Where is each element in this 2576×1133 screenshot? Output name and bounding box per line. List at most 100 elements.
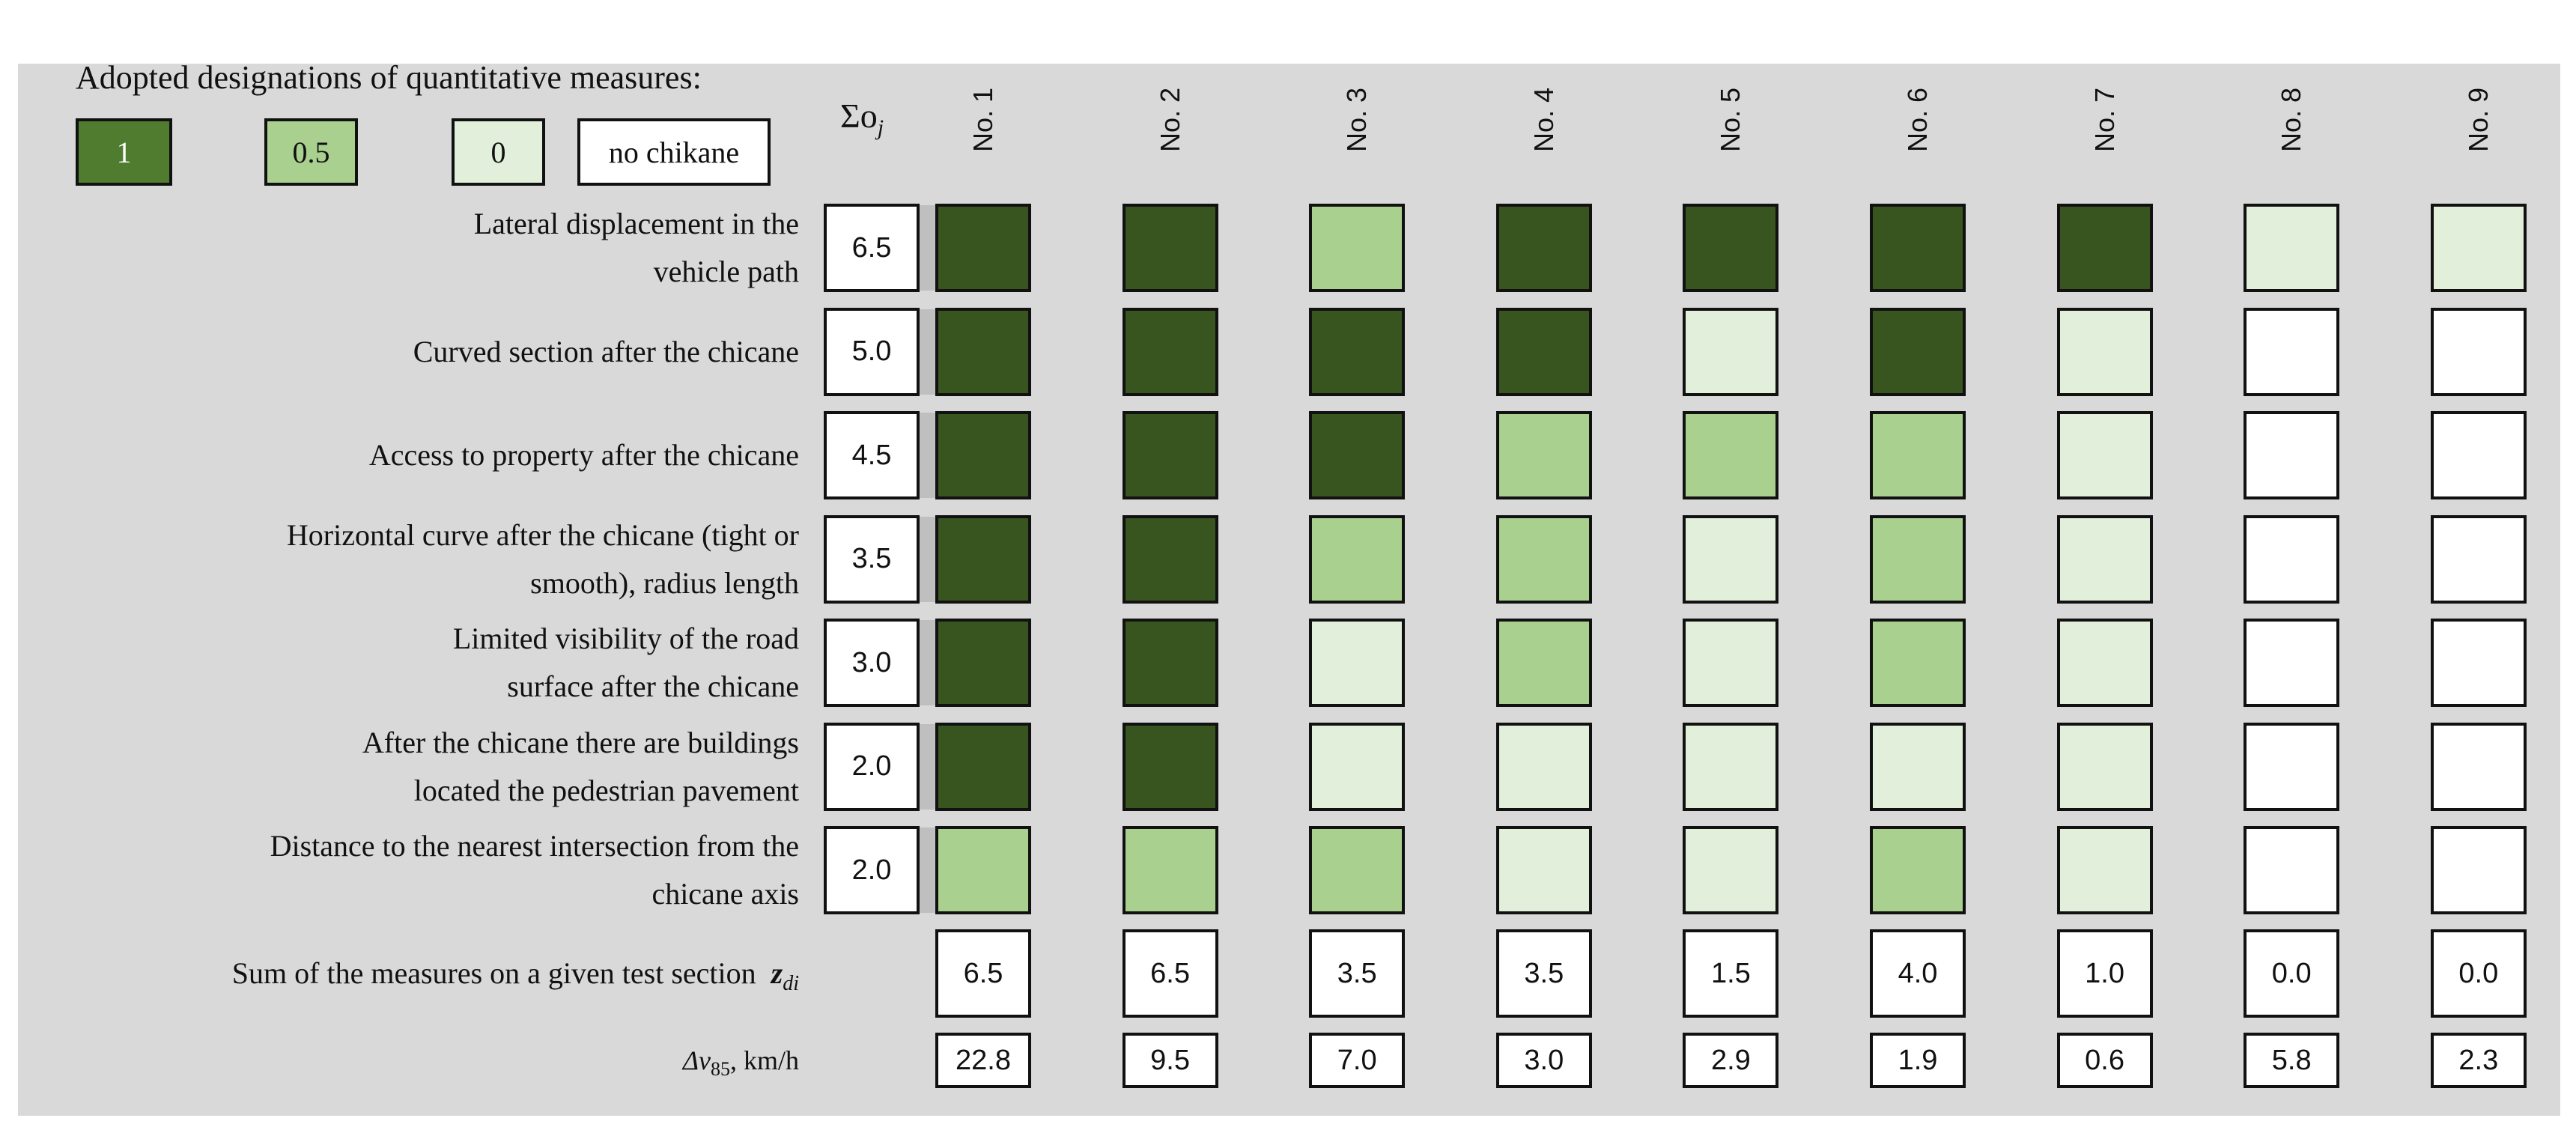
- column-header-text: No. 3: [1341, 87, 1373, 153]
- column-header: No. 6: [1870, 79, 1966, 161]
- sum-row-label-text: Sum of the measures on a given test sect…: [231, 956, 756, 990]
- measure-cell: [935, 619, 1031, 707]
- measure-cell: [2244, 204, 2340, 292]
- measure-cell: [2430, 722, 2527, 811]
- measure-cell: [935, 826, 1031, 914]
- legend-swatch: 0: [452, 118, 545, 186]
- measure-cell: [1309, 204, 1406, 292]
- column-header: No. 4: [1496, 79, 1592, 161]
- row-sum-box: 4.5: [824, 411, 920, 499]
- column-header-text: No. 4: [1528, 87, 1559, 153]
- measure-cell: [1122, 411, 1218, 499]
- row-label-line: Horizontal curve after the chicane (tigh…: [286, 517, 799, 552]
- measure-cell: [1122, 722, 1218, 811]
- measure-cell: [1870, 722, 1966, 811]
- column-header: No. 5: [1683, 79, 1778, 161]
- sum-subscript: di: [783, 972, 799, 995]
- measure-cell: [2430, 619, 2527, 707]
- measure-cell: [1309, 722, 1406, 811]
- dv85-value: 2.3: [2430, 1033, 2527, 1088]
- measure-cell: [2056, 514, 2153, 604]
- shadow-strip: [920, 516, 935, 602]
- legend-swatch: 1: [76, 118, 172, 186]
- row-label: After the chicane there are buildings loc…: [362, 719, 799, 815]
- row-label-line: Distance to the nearest intersection fro…: [270, 829, 799, 863]
- column-header-text: No. 2: [1154, 87, 1185, 153]
- column-header-text: No. 9: [2462, 87, 2494, 153]
- row-label-line: vehicle path: [653, 255, 799, 288]
- sigma-subscript: j: [877, 115, 884, 141]
- section-sum-value: 1.0: [2056, 929, 2153, 1018]
- measure-cell: [1683, 722, 1779, 811]
- measure-cell: [935, 722, 1031, 811]
- column-header: No. 2: [1123, 79, 1218, 161]
- measure-cell: [2244, 722, 2340, 811]
- dv85-value: 2.9: [1683, 1033, 1779, 1088]
- measure-cell: [1683, 514, 1779, 604]
- dv85-value: 9.5: [1122, 1033, 1218, 1088]
- measure-cell: [1683, 307, 1779, 396]
- measure-cell: [2244, 411, 2340, 499]
- measure-cell: [1870, 514, 1966, 604]
- shadow-strip: [920, 413, 935, 498]
- measure-cell: [1122, 307, 1218, 396]
- dv-symbol: Δv: [682, 1045, 711, 1075]
- measure-cell: [2244, 826, 2340, 914]
- legend-swatch: no chikane: [577, 118, 771, 186]
- measure-cell: [1683, 411, 1779, 499]
- measure-cell: [1122, 826, 1218, 914]
- measure-cell: [1870, 307, 1966, 396]
- column-header-text: No. 5: [1715, 87, 1746, 153]
- row-label: Lateral displacement in the vehicle path: [474, 200, 799, 296]
- measure-cell: [1122, 204, 1218, 292]
- row-label-line: surface after the chicane: [507, 669, 799, 703]
- dv85-value: 3.0: [1495, 1033, 1592, 1088]
- dv85-value: 5.8: [2244, 1033, 2340, 1088]
- shadow-strip: [920, 309, 935, 395]
- column-header: No. 3: [1309, 79, 1405, 161]
- row-sum-box: 3.5: [824, 514, 920, 604]
- sigma-symbol: Σo: [840, 97, 878, 135]
- row-sum-box: 6.5: [824, 204, 920, 292]
- measure-cell: [935, 411, 1031, 499]
- measure-cell: [2430, 514, 2527, 604]
- column-header-text: No. 7: [2089, 87, 2120, 153]
- measure-cell: [1495, 619, 1592, 707]
- column-header-text: No. 6: [1901, 87, 1933, 153]
- shadow-strip: [920, 827, 935, 913]
- measure-cell: [1309, 411, 1406, 499]
- section-sum-value: 6.5: [1122, 929, 1218, 1018]
- measure-cell: [2056, 826, 2153, 914]
- measure-cell: [2430, 411, 2527, 499]
- measure-cell: [2056, 722, 2153, 811]
- dv-unit: , km/h: [729, 1045, 799, 1075]
- section-sum-value: 0.0: [2430, 929, 2527, 1018]
- measure-cell: [2244, 514, 2340, 604]
- row-label-line: After the chicane there are buildings: [362, 725, 799, 759]
- measure-cell: [1495, 826, 1592, 914]
- shadow-strip: [920, 620, 935, 705]
- measure-cell: [2056, 411, 2153, 499]
- dv85-value: 7.0: [1309, 1033, 1406, 1088]
- row-label-line: Curved section after the chicane: [413, 334, 799, 368]
- measure-cell: [2056, 619, 2153, 707]
- measure-cell: [1495, 411, 1592, 499]
- shadow-strip: [920, 723, 935, 809]
- row-label-line: located the pedestrian pavement: [413, 773, 799, 807]
- measure-cell: [1309, 619, 1406, 707]
- measure-cell: [1309, 826, 1406, 914]
- shadow-strip: [920, 205, 935, 291]
- measure-cell: [2244, 619, 2340, 707]
- measure-cell: [2244, 307, 2340, 396]
- measure-cell: [1495, 204, 1592, 292]
- row-label-line: Limited visibility of the road: [452, 622, 799, 655]
- dv85-value: 22.8: [935, 1033, 1031, 1088]
- measure-cell: [1495, 722, 1592, 811]
- measure-cell: [1495, 514, 1592, 604]
- measure-cell: [1495, 307, 1592, 396]
- column-header: No. 8: [2244, 79, 2339, 161]
- row-label: Limited visibility of the road surface af…: [453, 615, 799, 711]
- row-label-line: chicane axis: [651, 877, 799, 911]
- row-label-line: Access to property after the chicane: [368, 438, 799, 472]
- measure-cell: [935, 514, 1031, 604]
